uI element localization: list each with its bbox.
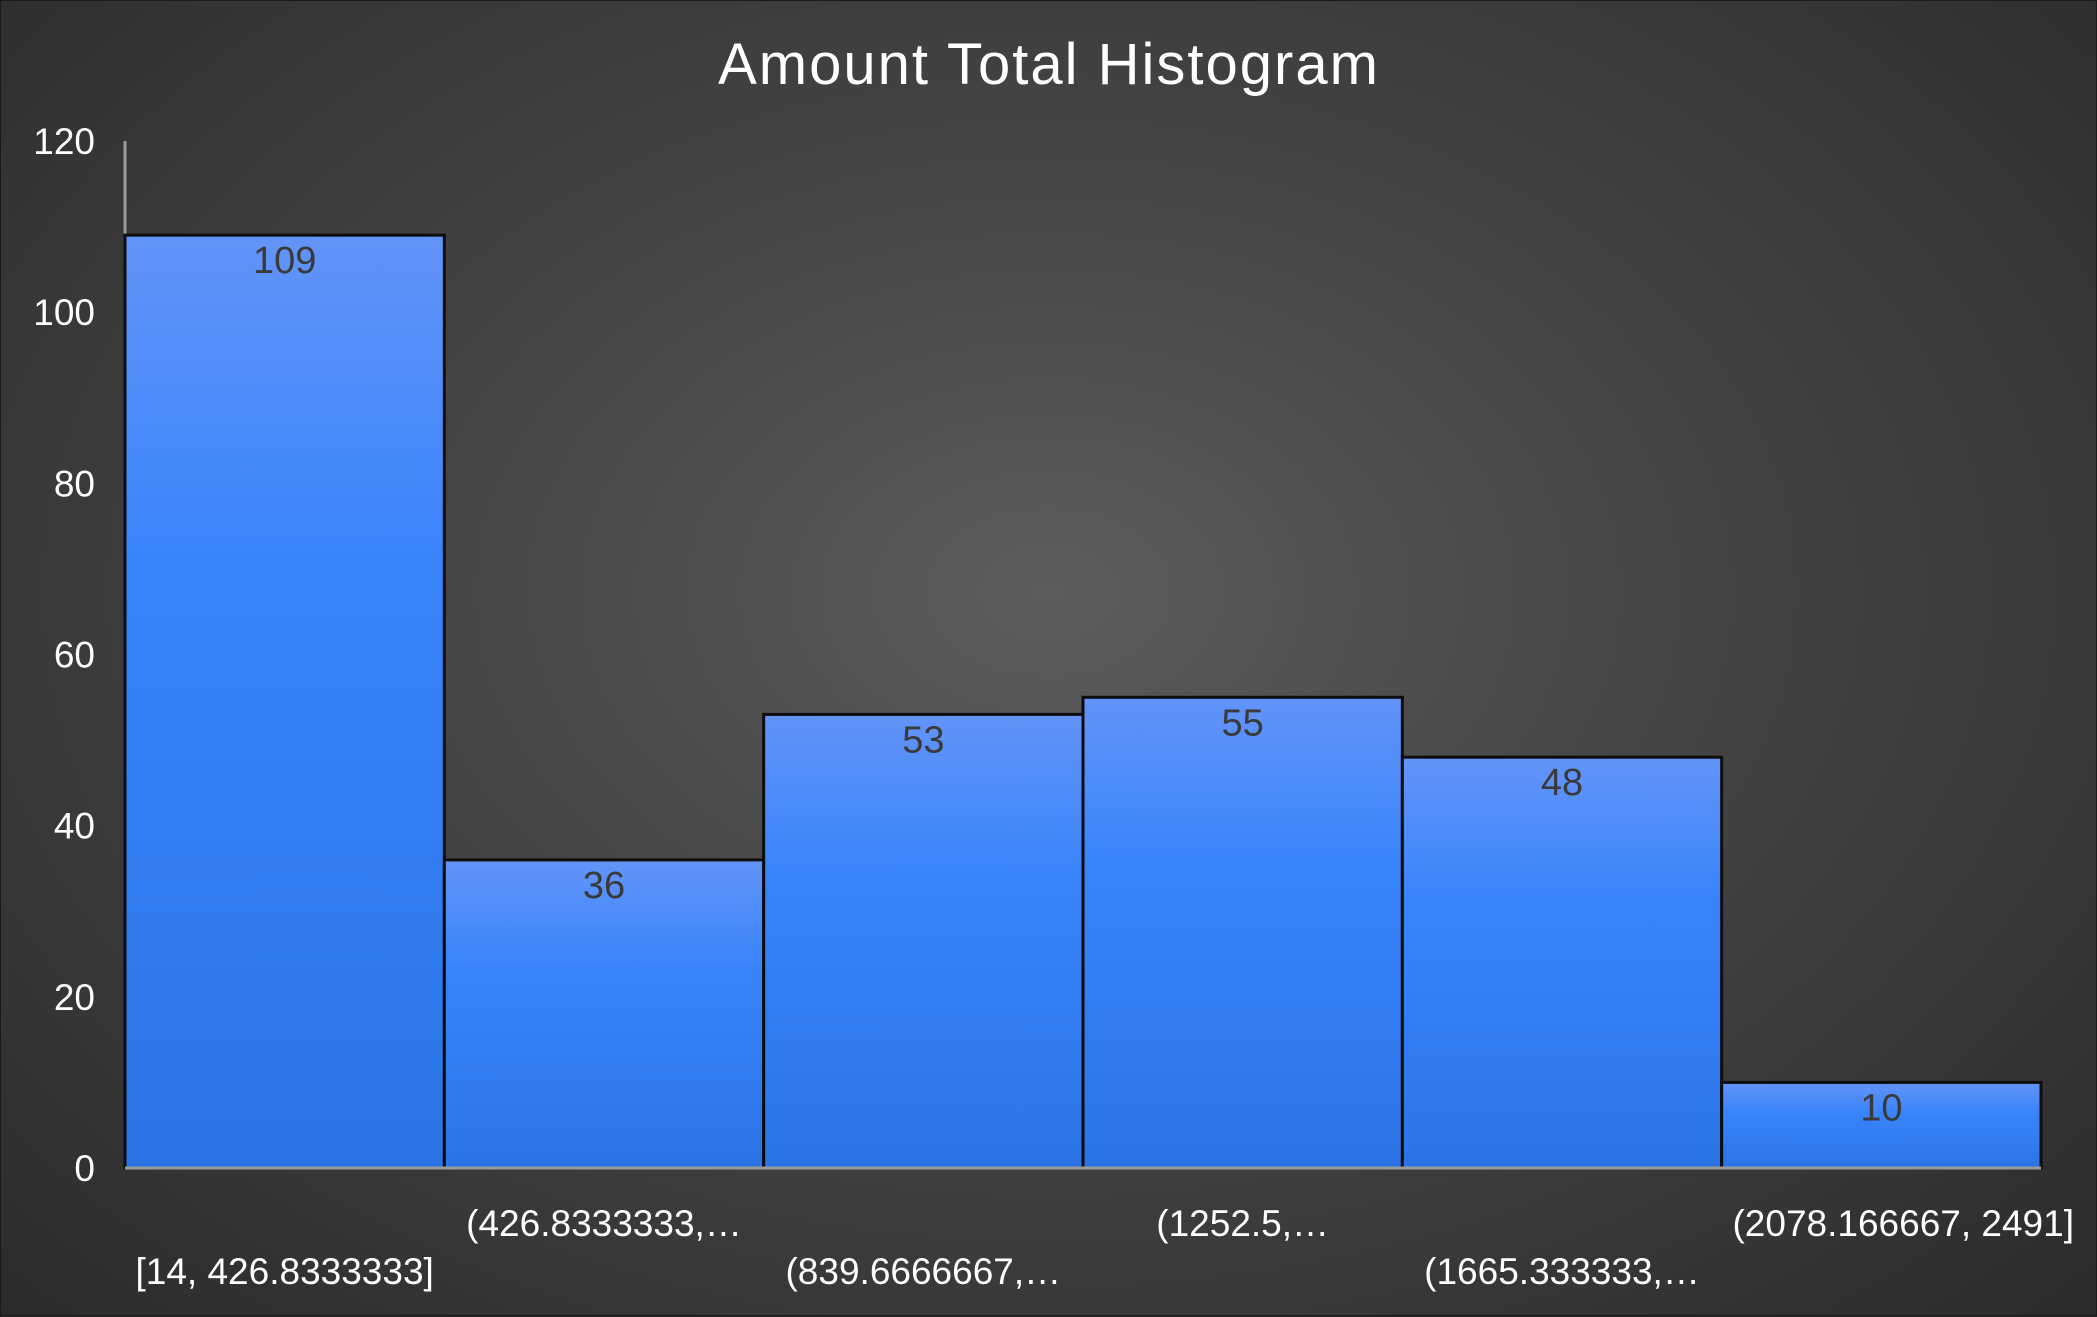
- bar-value-label: 10: [1860, 1087, 1902, 1129]
- histogram-bar: [1400, 755, 1724, 1170]
- bar-value-label: 36: [583, 865, 625, 907]
- bar-value-label: 55: [1222, 702, 1264, 744]
- x-category-label: (839.6666667,…: [785, 1251, 1061, 1292]
- y-axis: 0 20 40 60 80 100 120: [33, 121, 127, 1189]
- x-category-label: (1252.5,…: [1156, 1203, 1329, 1244]
- x-category-label: (426.8333333,…: [466, 1203, 742, 1244]
- histogram-bar: [1081, 695, 1404, 1170]
- y-tick-label: 0: [74, 1148, 95, 1189]
- bar-value-label: 53: [902, 719, 944, 761]
- x-axis: [14, 426.8333333] (426.8333333,… (839.6666…: [125, 1166, 2074, 1292]
- x-category-label: [14, 426.8333333]: [135, 1251, 433, 1292]
- bar-value-label: 48: [1541, 762, 1583, 804]
- bars-group: [123, 233, 2043, 1170]
- y-tick-label: 80: [54, 463, 95, 504]
- y-tick-label: 40: [54, 806, 95, 847]
- x-category-label: (2078.166667, 2491]: [1732, 1203, 2074, 1244]
- y-tick-label: 60: [54, 635, 95, 676]
- histogram-bar: [123, 233, 446, 1170]
- y-tick-label: 120: [33, 121, 95, 162]
- bar-value-label: 109: [253, 240, 316, 282]
- histogram-bar: [762, 712, 1085, 1170]
- data-labels-group: 109 36 53 55 48 10: [253, 240, 1903, 1129]
- histogram-bar: [1720, 1080, 2043, 1170]
- y-tick-label: 100: [33, 292, 95, 333]
- chart-title: Amount Total Histogram: [718, 32, 1380, 97]
- y-tick-label: 20: [54, 977, 95, 1018]
- x-category-label: (1665.333333,…: [1424, 1251, 1700, 1292]
